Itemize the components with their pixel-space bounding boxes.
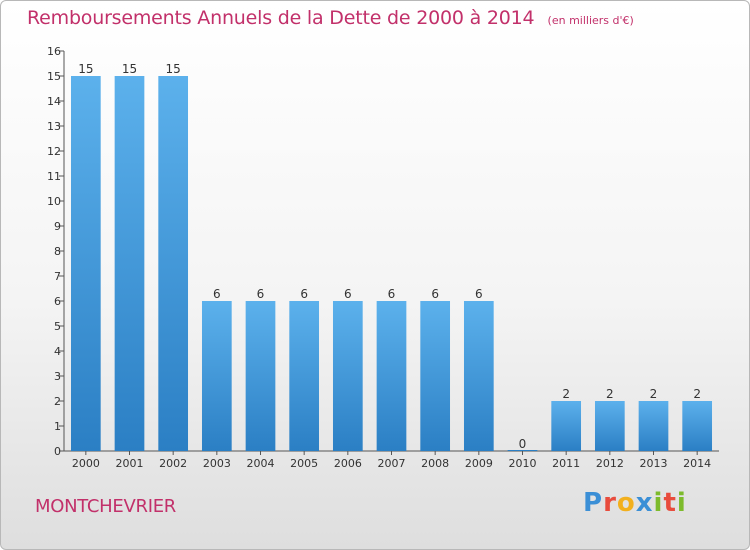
logo-letter: P <box>583 488 604 518</box>
y-tick-label: 7 <box>54 270 61 283</box>
bar-value-label: 0 <box>519 437 527 451</box>
x-tick-label: 2000 <box>72 457 100 470</box>
bar-value-label: 6 <box>388 287 396 301</box>
bar <box>376 301 407 451</box>
bar <box>201 301 232 451</box>
bar <box>420 301 451 451</box>
x-tick-label: 2012 <box>596 457 624 470</box>
bar-value-label: 6 <box>213 287 221 301</box>
y-tick-label: 8 <box>54 245 61 258</box>
x-tick-label: 2001 <box>116 457 144 470</box>
logo-letter: x <box>635 488 654 518</box>
bar <box>114 76 145 451</box>
y-tick-label: 14 <box>47 95 61 108</box>
x-tick-label: 2008 <box>421 457 449 470</box>
bar-value-label: 6 <box>475 287 483 301</box>
logo-letter: t <box>663 488 677 518</box>
x-tick-label: 2006 <box>334 457 362 470</box>
bar-value-label: 15 <box>166 62 181 76</box>
bar-value-label: 2 <box>693 387 701 401</box>
x-tick-label: 2009 <box>465 457 493 470</box>
bar-value-label: 2 <box>650 387 658 401</box>
bar-value-label: 15 <box>122 62 137 76</box>
bar <box>289 301 320 451</box>
x-tick-label: 2013 <box>640 457 668 470</box>
y-tick-label: 1 <box>54 420 61 433</box>
bar <box>332 301 363 451</box>
y-tick-label: 3 <box>54 370 61 383</box>
x-tick-label: 2005 <box>290 457 318 470</box>
bar <box>682 401 713 451</box>
bar <box>594 401 625 451</box>
logo-letter: o <box>616 488 636 518</box>
bar <box>551 401 582 451</box>
bar-value-label: 6 <box>431 287 439 301</box>
x-tick-label: 2010 <box>509 457 537 470</box>
bar-value-label: 6 <box>344 287 352 301</box>
y-tick-label: 11 <box>47 170 61 183</box>
chart-subtitle: (en milliers d'€) <box>547 14 634 27</box>
bar <box>245 301 276 451</box>
y-tick-label: 4 <box>54 345 61 358</box>
y-tick-label: 5 <box>54 320 61 333</box>
title-row: Remboursements Annuels de la Dette de 20… <box>27 7 634 29</box>
bar <box>70 76 101 451</box>
y-tick-label: 12 <box>47 145 61 158</box>
logo-letter: i <box>653 488 664 518</box>
x-tick-label: 2004 <box>247 457 275 470</box>
y-tick-label: 2 <box>54 395 61 408</box>
y-tick-label: 0 <box>54 445 61 458</box>
commune-name: MONTCHEVRIER <box>35 496 176 517</box>
x-tick-label: 2014 <box>683 457 711 470</box>
x-tick-label: 2007 <box>378 457 406 470</box>
x-tick-label: 2003 <box>203 457 231 470</box>
bar-value-label: 2 <box>606 387 614 401</box>
y-tick-label: 10 <box>47 195 61 208</box>
bar-value-label: 15 <box>78 62 93 76</box>
y-tick-label: 15 <box>47 70 61 83</box>
proxiti-logo: Proxiti <box>583 488 687 518</box>
bar-value-label: 6 <box>300 287 308 301</box>
x-tick-label: 2002 <box>159 457 187 470</box>
bar <box>158 76 189 451</box>
y-tick-label: 6 <box>54 295 61 308</box>
bar <box>463 301 494 451</box>
y-tick-label: 13 <box>47 120 61 133</box>
y-tick-label: 9 <box>54 220 61 233</box>
y-tick-label: 16 <box>47 45 61 58</box>
logo-letter: i <box>676 488 687 518</box>
bar-value-label: 2 <box>562 387 570 401</box>
x-tick-label: 2011 <box>552 457 580 470</box>
chart-title: Remboursements Annuels de la Dette de 20… <box>27 7 535 29</box>
bars: 15 15 15 6 6 6 6 6 6 6 0 2 2 2 2 <box>70 62 713 451</box>
bar-value-label: 6 <box>257 287 265 301</box>
bar <box>638 401 669 451</box>
logo-letter: r <box>603 488 617 518</box>
